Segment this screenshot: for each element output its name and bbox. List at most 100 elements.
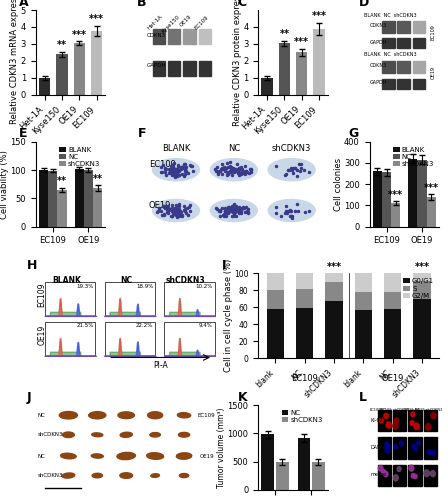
Ellipse shape bbox=[89, 412, 106, 419]
Text: GAPDH: GAPDH bbox=[370, 80, 387, 84]
Bar bbox=[296, 52, 307, 95]
Bar bbox=[413, 79, 425, 89]
Text: Ki-67: Ki-67 bbox=[370, 418, 383, 423]
Bar bbox=[57, 190, 67, 226]
Text: ***: *** bbox=[327, 262, 341, 272]
Text: OE19: OE19 bbox=[200, 454, 215, 458]
Circle shape bbox=[412, 444, 415, 448]
Text: D: D bbox=[359, 0, 369, 9]
Bar bbox=[153, 61, 165, 76]
Bar bbox=[382, 172, 391, 227]
Circle shape bbox=[210, 200, 257, 222]
Circle shape bbox=[400, 441, 404, 446]
Bar bbox=[267, 308, 284, 358]
Text: EC109: EC109 bbox=[291, 374, 318, 382]
Bar bbox=[267, 274, 284, 290]
Circle shape bbox=[385, 442, 389, 448]
Text: A: A bbox=[18, 0, 28, 9]
Y-axis label: Cell in cell cycle phase (%): Cell in cell cycle phase (%) bbox=[224, 259, 233, 372]
Bar bbox=[409, 464, 422, 486]
Circle shape bbox=[414, 474, 417, 478]
Bar bbox=[297, 438, 310, 490]
Circle shape bbox=[397, 466, 401, 471]
Text: NC: NC bbox=[120, 276, 132, 285]
Bar bbox=[104, 282, 155, 316]
Bar bbox=[393, 438, 406, 458]
Text: 10.2%: 10.2% bbox=[196, 284, 213, 288]
Ellipse shape bbox=[62, 432, 74, 438]
Circle shape bbox=[268, 158, 315, 181]
Bar bbox=[168, 61, 181, 76]
Bar bbox=[373, 172, 382, 226]
Circle shape bbox=[414, 446, 418, 451]
Bar bbox=[296, 290, 314, 308]
Bar bbox=[354, 310, 372, 358]
Bar bbox=[91, 31, 102, 95]
Text: EC109: EC109 bbox=[193, 14, 209, 30]
Ellipse shape bbox=[117, 452, 135, 460]
Circle shape bbox=[431, 470, 435, 476]
Circle shape bbox=[386, 422, 391, 428]
Y-axis label: Relative CDKN3 protein expression: Relative CDKN3 protein expression bbox=[233, 0, 242, 126]
Circle shape bbox=[152, 200, 199, 222]
Bar bbox=[397, 61, 410, 73]
Circle shape bbox=[427, 450, 431, 454]
Ellipse shape bbox=[62, 473, 75, 478]
Text: ***: *** bbox=[294, 38, 309, 48]
Text: **: ** bbox=[57, 40, 67, 50]
Text: B: B bbox=[137, 0, 146, 9]
Bar bbox=[262, 434, 274, 490]
Bar bbox=[408, 158, 418, 226]
Text: C: C bbox=[237, 0, 246, 9]
Ellipse shape bbox=[60, 454, 76, 459]
Ellipse shape bbox=[177, 412, 191, 418]
Circle shape bbox=[431, 450, 436, 456]
Text: GAPDH: GAPDH bbox=[147, 62, 167, 68]
Circle shape bbox=[426, 424, 431, 430]
Bar bbox=[296, 308, 314, 358]
Bar bbox=[391, 204, 401, 227]
Circle shape bbox=[393, 475, 398, 481]
Ellipse shape bbox=[177, 453, 192, 459]
Circle shape bbox=[384, 413, 388, 418]
Bar bbox=[413, 282, 431, 299]
Bar bbox=[325, 300, 343, 358]
Bar bbox=[153, 28, 165, 44]
Bar bbox=[296, 274, 314, 289]
Text: OE19: OE19 bbox=[382, 374, 404, 382]
Bar bbox=[424, 410, 437, 432]
Text: OE19: OE19 bbox=[431, 66, 436, 78]
Bar bbox=[164, 322, 215, 356]
Text: 21.5%: 21.5% bbox=[76, 324, 94, 328]
Text: ***: *** bbox=[414, 262, 430, 272]
Circle shape bbox=[152, 158, 199, 181]
Circle shape bbox=[411, 474, 415, 478]
Bar bbox=[378, 464, 391, 486]
Text: **: ** bbox=[93, 174, 103, 184]
Text: EC109: EC109 bbox=[149, 160, 176, 169]
Text: CDKN3: CDKN3 bbox=[370, 62, 387, 68]
Text: NC: NC bbox=[38, 412, 46, 418]
Bar bbox=[168, 28, 181, 44]
Bar bbox=[413, 21, 425, 33]
Text: CDKN3: CDKN3 bbox=[370, 23, 387, 28]
Circle shape bbox=[379, 466, 383, 471]
Text: shCDKN3: shCDKN3 bbox=[166, 276, 206, 285]
Circle shape bbox=[385, 447, 390, 453]
Ellipse shape bbox=[151, 474, 159, 478]
Ellipse shape bbox=[120, 432, 132, 438]
Bar bbox=[354, 274, 372, 291]
Circle shape bbox=[394, 418, 399, 424]
Circle shape bbox=[410, 420, 414, 426]
Bar bbox=[426, 197, 436, 226]
Circle shape bbox=[414, 423, 419, 430]
Text: BLANK  NC  shCDKN3: BLANK NC shCDKN3 bbox=[364, 12, 417, 18]
Text: EC109: EC109 bbox=[38, 282, 47, 307]
Text: EC109 shCDKN3: EC109 shCDKN3 bbox=[380, 408, 409, 412]
Ellipse shape bbox=[179, 474, 189, 478]
Legend: BLANK, NC, shCDKN3: BLANK, NC, shCDKN3 bbox=[58, 145, 102, 169]
Text: NC: NC bbox=[38, 454, 46, 458]
Bar bbox=[276, 462, 289, 490]
Text: EC109: EC109 bbox=[197, 412, 215, 418]
Bar bbox=[164, 282, 215, 316]
